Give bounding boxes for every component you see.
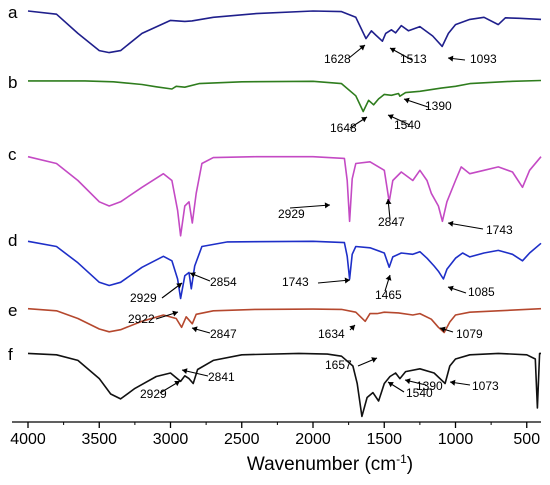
peak-arrow-head-f-1390 [405,378,411,385]
peak-arrow-head-e-1634 [349,325,355,331]
peak-label-b-1648: 1648 [330,121,357,135]
x-tick-label-1500: 1500 [366,431,402,448]
peak-label-e-2922: 2922 [128,312,155,326]
peak-label-f-2929: 2929 [140,387,167,401]
x-axis-title-main: Wavenumber (cm [247,454,396,475]
peak-arrow-head-d-2929 [176,283,182,289]
x-tick-label-2000: 2000 [295,431,331,448]
peak-arrow-head-b-1648 [361,117,367,123]
peak-label-b-1390: 1390 [425,99,452,113]
peak-label-e-1079: 1079 [456,327,483,341]
peak-arrow-line-c-1743 [447,222,484,230]
x-axis: 4000 3500 3000 2500 2000 1500 1000 500 [10,421,541,448]
series-layer: a b c d e f [8,3,542,418]
peak-arrow-head-b-1540 [388,114,394,120]
x-tick-label-3000: 3000 [153,431,189,448]
peak-label-c-1743: 1743 [486,223,513,237]
peak-label-f-1540: 1540 [406,386,433,400]
x-axis-title-close: ) [407,454,413,475]
peak-label-e-1634: 1634 [318,327,345,341]
peak-label-a-1513: 1513 [400,52,427,66]
peak-label-f-1390: 1390 [416,379,443,393]
peak-arrow-head-f-1657 [371,357,377,363]
x-axis-ticks: 4000 3500 3000 2500 2000 1500 1000 500 [10,422,540,448]
peak-label-c-2847: 2847 [378,215,405,229]
peak-label-d-1085: 1085 [468,285,495,299]
series-line-e [27,307,542,334]
peak-label-c-2929: 2929 [278,207,305,221]
peak-label-f-1657: 1657 [325,358,352,372]
peak-label-a-1093: 1093 [470,52,497,66]
peak-arrow-head-f-2929 [174,381,180,387]
series-line-a [27,10,542,54]
peak-label-d-1743: 1743 [282,275,309,289]
peak-label-f-2841: 2841 [208,370,235,384]
peak-label-e-2847: 2847 [210,327,237,341]
peak-arrow-head-e-2847 [192,326,198,333]
peak-arrow-head-a-1093 [448,55,454,62]
peak-arrow-head-f-1073 [450,379,456,386]
peak-arrow-head-c-1743 [448,220,454,227]
peak-label-f-1073: 1073 [472,379,499,393]
peak-arrow-head-e-2922 [172,310,178,317]
peak-arrow-head-a-1628 [359,45,365,51]
peak-arrow-head-f-1540 [388,382,394,388]
series-label-a: a [8,3,18,22]
series-label-e: e [8,301,17,320]
series-label-c: c [8,145,17,164]
x-tick-label-2500: 2500 [224,431,260,448]
series-line-f [27,352,541,418]
peak-arrow-head-d-1085 [448,285,454,292]
peak-label-d-1465: 1465 [375,288,402,302]
peak-label-d-2854: 2854 [210,275,237,289]
x-tick-label-500: 500 [513,431,540,448]
x-tick-label-1000: 1000 [438,431,474,448]
series-line-b [28,79,542,113]
series-label-d: d [8,231,17,250]
peak-arrow-head-d-1743 [344,277,350,284]
series-label-b: b [8,73,17,92]
x-tick-label-3500: 3500 [81,431,117,448]
series-label-f: f [8,345,13,364]
peak-arrow-head-b-1390 [404,97,410,104]
peak-label-b-1540: 1540 [394,118,421,132]
peak-arrow-head-e-1079 [440,326,446,333]
series-line-c [27,155,542,237]
x-tick-label-4000: 4000 [10,431,46,448]
peak-label-a-1628: 1628 [324,52,351,66]
peak-arrow-head-d-2854 [190,272,196,278]
peak-arrow-head-c-2929 [324,202,330,209]
peak-arrow-head-f-2841 [182,368,188,374]
peak-arrow-line-d-1743 [317,279,351,284]
series-line-d [27,240,542,300]
x-axis-title: Wavenumber (cm-1) [247,452,413,475]
peak-arrow-head-a-1513 [390,47,396,53]
peak-arrow-head-c-2847 [385,199,392,205]
x-axis-title-superscript: -1 [396,452,407,466]
peak-arrow-head-d-1465 [385,275,392,281]
peak-label-d-2929: 2929 [130,291,157,305]
peak-arrow-line-c-2929 [289,204,331,209]
